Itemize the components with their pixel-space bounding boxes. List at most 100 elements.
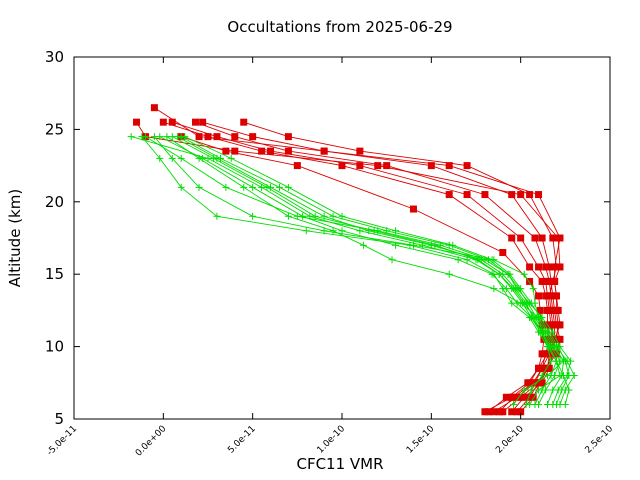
data-point-plus [168, 133, 176, 141]
data-point-plus [454, 256, 462, 264]
y-tick-label: 30 [45, 48, 64, 66]
data-point-plus [311, 212, 319, 220]
data-point-plus [338, 212, 346, 220]
data-point-square [222, 147, 230, 155]
data-point-square [513, 408, 521, 416]
data-point-plus [284, 183, 292, 191]
data-point-square [502, 393, 510, 401]
data-point-plus [263, 183, 271, 191]
data-point-square [195, 133, 203, 141]
data-point-square [538, 234, 546, 242]
data-point-plus [561, 401, 569, 409]
data-point-plus [527, 314, 535, 322]
data-point-plus [488, 270, 496, 278]
data-point-plus [156, 154, 164, 162]
data-point-plus [302, 227, 310, 235]
data-point-square [517, 191, 525, 199]
data-point-plus [495, 270, 503, 278]
data-point-plus [249, 212, 257, 220]
data-point-square [356, 162, 364, 170]
data-point-square [556, 335, 564, 343]
x-tick-label: 1.0e-10 [316, 424, 348, 456]
data-point-plus [168, 154, 176, 162]
data-point-plus [338, 227, 346, 235]
green-profile-series [177, 133, 568, 409]
y-tick-label: 5 [54, 410, 64, 428]
data-point-square [551, 277, 559, 285]
data-point-square [542, 263, 550, 271]
data-point-plus [449, 241, 457, 249]
data-point-plus [543, 401, 551, 409]
data-point-square [445, 191, 453, 199]
data-point-square [552, 350, 560, 358]
data-point-square [545, 292, 553, 300]
data-point-square [463, 162, 471, 170]
data-point-square [535, 364, 543, 372]
data-point-square [538, 321, 546, 329]
data-point-plus [565, 372, 573, 380]
data-point-square [517, 408, 525, 416]
data-point-plus [552, 357, 560, 365]
data-point-square [240, 118, 248, 126]
data-point-square [549, 292, 557, 300]
data-point-square [552, 292, 560, 300]
data-point-square [258, 147, 266, 155]
data-point-plus [249, 183, 257, 191]
data-point-square [526, 393, 534, 401]
data-point-square [535, 191, 543, 199]
data-point-plus [545, 343, 553, 351]
data-point-square [356, 147, 364, 155]
data-point-square [526, 191, 534, 199]
data-point-plus [565, 386, 573, 394]
data-point-plus [538, 386, 546, 394]
data-point-square [485, 408, 493, 416]
data-point-square [231, 147, 239, 155]
data-point-square [481, 408, 489, 416]
data-point-square [293, 162, 301, 170]
data-point-plus [545, 328, 553, 336]
x-tick-label: 1.5e-10 [405, 424, 437, 456]
data-point-plus [488, 256, 496, 264]
data-point-plus [506, 270, 514, 278]
data-point-square [542, 277, 550, 285]
data-point-plus [520, 270, 528, 278]
green-profile-series [181, 133, 573, 409]
data-point-square [554, 321, 562, 329]
data-point-plus [213, 212, 221, 220]
data-point-square [529, 393, 537, 401]
data-point-square [549, 321, 557, 329]
data-point-plus [561, 357, 569, 365]
data-point-plus [536, 328, 544, 336]
data-point-square [133, 118, 141, 126]
green-profile-series [168, 133, 560, 409]
data-point-square [510, 393, 518, 401]
data-point-plus [445, 270, 453, 278]
data-point-square [320, 147, 328, 155]
data-point-square [508, 408, 516, 416]
data-point-square [463, 191, 471, 199]
y-tick-label: 20 [45, 193, 64, 211]
data-point-square [150, 104, 158, 112]
data-point-plus [518, 299, 526, 307]
x-tick-label: -5.0e-11 [45, 424, 79, 458]
data-point-square [551, 263, 559, 271]
red-profile-series [240, 118, 560, 416]
x-tick-label: 0.0e+00 [134, 424, 169, 459]
data-point-square [204, 133, 212, 141]
data-point-square [520, 393, 528, 401]
data-point-plus [536, 314, 544, 322]
data-point-plus [558, 386, 566, 394]
x-tick-label: 2.5e-10 [584, 424, 616, 456]
data-point-plus [181, 133, 189, 141]
plot-frame [73, 56, 611, 420]
data-point-plus [520, 386, 528, 394]
data-point-square [543, 364, 551, 372]
data-point-square [284, 147, 292, 155]
data-point-square [538, 350, 546, 358]
data-point-plus [209, 154, 217, 162]
green-profile-series [141, 133, 575, 409]
data-point-square [508, 234, 516, 242]
data-point-plus [329, 227, 337, 235]
green-profile-series [138, 133, 564, 409]
